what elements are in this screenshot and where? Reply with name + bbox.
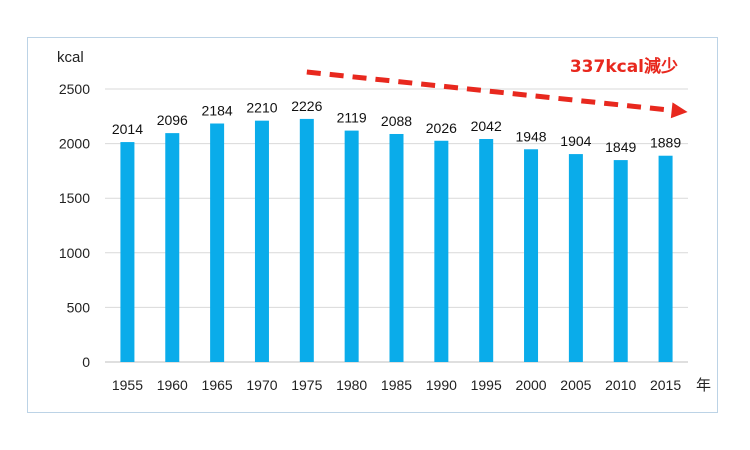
bar-1990 xyxy=(434,140,449,362)
data-label-1975: 2226 xyxy=(291,98,322,114)
y-tick-label-1000: 1000 xyxy=(59,245,90,261)
data-label-1955: 2014 xyxy=(112,121,143,137)
trend-annotation: 337kcal減少 xyxy=(306,56,688,119)
bar-1955 xyxy=(120,142,135,362)
x-tick-label-1965: 1965 xyxy=(202,377,233,393)
bar-1970 xyxy=(254,120,269,362)
bar-1965 xyxy=(210,123,225,362)
x-tick-label-1995: 1995 xyxy=(471,377,502,393)
bar-1995 xyxy=(479,139,494,362)
y-tick-label-2000: 2000 xyxy=(59,136,90,152)
data-label-2010: 1849 xyxy=(605,139,636,155)
bars xyxy=(120,118,673,362)
data-label-1970: 2210 xyxy=(246,100,277,116)
chart-frame xyxy=(27,37,718,413)
trend-arrow-line xyxy=(306,69,672,113)
data-label-1985: 2088 xyxy=(381,113,412,129)
data-label-2000: 1948 xyxy=(515,128,546,144)
data-label-1995: 2042 xyxy=(471,118,502,134)
y-tick-label-2500: 2500 xyxy=(59,81,90,97)
bar-2000 xyxy=(524,149,539,362)
trend-arrow-head xyxy=(670,102,688,119)
bar-1975 xyxy=(299,118,314,362)
y-tick-label-500: 500 xyxy=(67,299,91,315)
x-tick-label-1990: 1990 xyxy=(426,377,457,393)
y-tick-label-1500: 1500 xyxy=(59,190,90,206)
data-labels: 2014 2096 2184 2210 2226 2119 2088 2026 2042 1948… xyxy=(112,98,682,155)
bar-1980 xyxy=(344,130,359,362)
x-tick-label-2000: 2000 xyxy=(515,377,546,393)
x-tick-label-2010: 2010 xyxy=(605,377,636,393)
bar-2015 xyxy=(658,155,673,362)
data-label-1990: 2026 xyxy=(426,120,457,136)
data-label-2015: 1889 xyxy=(650,135,681,151)
y-axis-ticks: 0 500 1000 1500 2000 2500 xyxy=(59,81,90,370)
data-label-1980: 2119 xyxy=(337,110,367,126)
x-tick-label-2015: 2015 xyxy=(650,377,681,393)
x-tick-label-1970: 1970 xyxy=(246,377,277,393)
x-axis-unit-label: 年 xyxy=(696,377,711,394)
bar-1960 xyxy=(165,133,180,362)
x-tick-label-1980: 1980 xyxy=(336,377,367,393)
x-tick-label-1985: 1985 xyxy=(381,377,412,393)
x-tick-label-1975: 1975 xyxy=(291,377,322,393)
bar-1985 xyxy=(389,133,404,362)
data-label-1960: 2096 xyxy=(157,112,188,128)
x-tick-label-1955: 1955 xyxy=(112,377,143,393)
x-tick-label-1960: 1960 xyxy=(157,377,188,393)
x-tick-label-2005: 2005 xyxy=(560,377,591,393)
data-label-2005: 1904 xyxy=(560,133,591,149)
y-axis-unit-label: kcal xyxy=(57,49,84,66)
x-axis-ticks: 1955 1960 1965 1970 1975 1980 1985 1990 1995 2000… xyxy=(112,377,682,393)
bar-2005 xyxy=(568,154,583,362)
data-label-1965: 2184 xyxy=(202,103,233,119)
trend-annotation-text: 337kcal減少 xyxy=(570,56,678,77)
bar-2010 xyxy=(613,160,628,362)
y-tick-label-0: 0 xyxy=(82,354,90,370)
